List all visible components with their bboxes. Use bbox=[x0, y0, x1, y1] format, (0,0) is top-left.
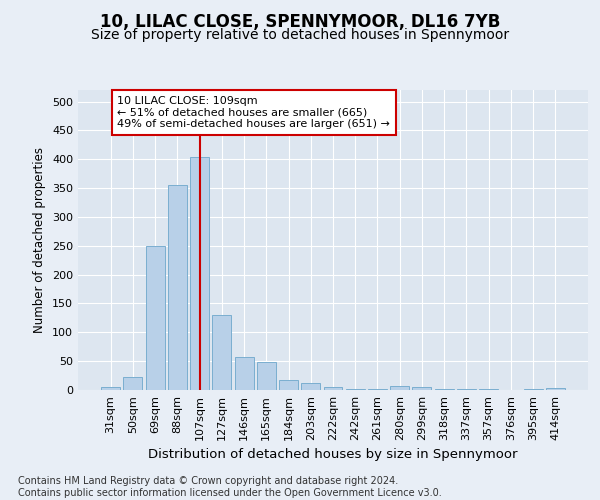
Bar bbox=[146, 246, 164, 390]
Y-axis label: Number of detached properties: Number of detached properties bbox=[34, 147, 46, 333]
Text: Contains HM Land Registry data © Crown copyright and database right 2024.
Contai: Contains HM Land Registry data © Crown c… bbox=[18, 476, 442, 498]
Text: 10, LILAC CLOSE, SPENNYMOOR, DL16 7YB: 10, LILAC CLOSE, SPENNYMOOR, DL16 7YB bbox=[100, 12, 500, 30]
Bar bbox=[101, 387, 120, 390]
Bar bbox=[257, 362, 276, 390]
Bar bbox=[457, 389, 476, 390]
Bar bbox=[168, 185, 187, 390]
X-axis label: Distribution of detached houses by size in Spennymoor: Distribution of detached houses by size … bbox=[148, 448, 518, 462]
Bar bbox=[390, 386, 409, 390]
Bar bbox=[279, 380, 298, 390]
Bar bbox=[412, 386, 431, 390]
Bar bbox=[323, 386, 343, 390]
Bar bbox=[546, 388, 565, 390]
Bar bbox=[435, 389, 454, 390]
Bar bbox=[124, 378, 142, 390]
Bar bbox=[346, 389, 365, 390]
Text: Size of property relative to detached houses in Spennymoor: Size of property relative to detached ho… bbox=[91, 28, 509, 42]
Bar bbox=[235, 357, 254, 390]
Text: 10 LILAC CLOSE: 109sqm
← 51% of detached houses are smaller (665)
49% of semi-de: 10 LILAC CLOSE: 109sqm ← 51% of detached… bbox=[118, 96, 390, 129]
Bar bbox=[212, 315, 231, 390]
Bar bbox=[524, 389, 542, 390]
Bar bbox=[301, 382, 320, 390]
Bar bbox=[190, 158, 209, 390]
